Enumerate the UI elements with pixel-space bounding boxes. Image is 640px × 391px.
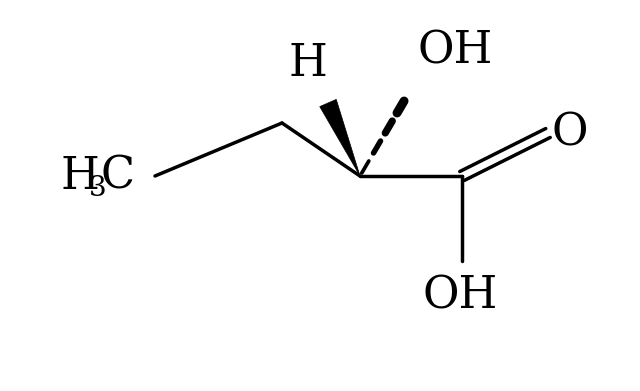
Text: OH: OH <box>417 29 493 73</box>
Text: H: H <box>61 154 99 197</box>
Text: O: O <box>552 111 588 154</box>
Text: 3: 3 <box>89 176 107 203</box>
Text: H: H <box>289 41 328 84</box>
Text: OH: OH <box>422 274 498 317</box>
Text: C: C <box>101 154 135 197</box>
Polygon shape <box>320 99 360 176</box>
